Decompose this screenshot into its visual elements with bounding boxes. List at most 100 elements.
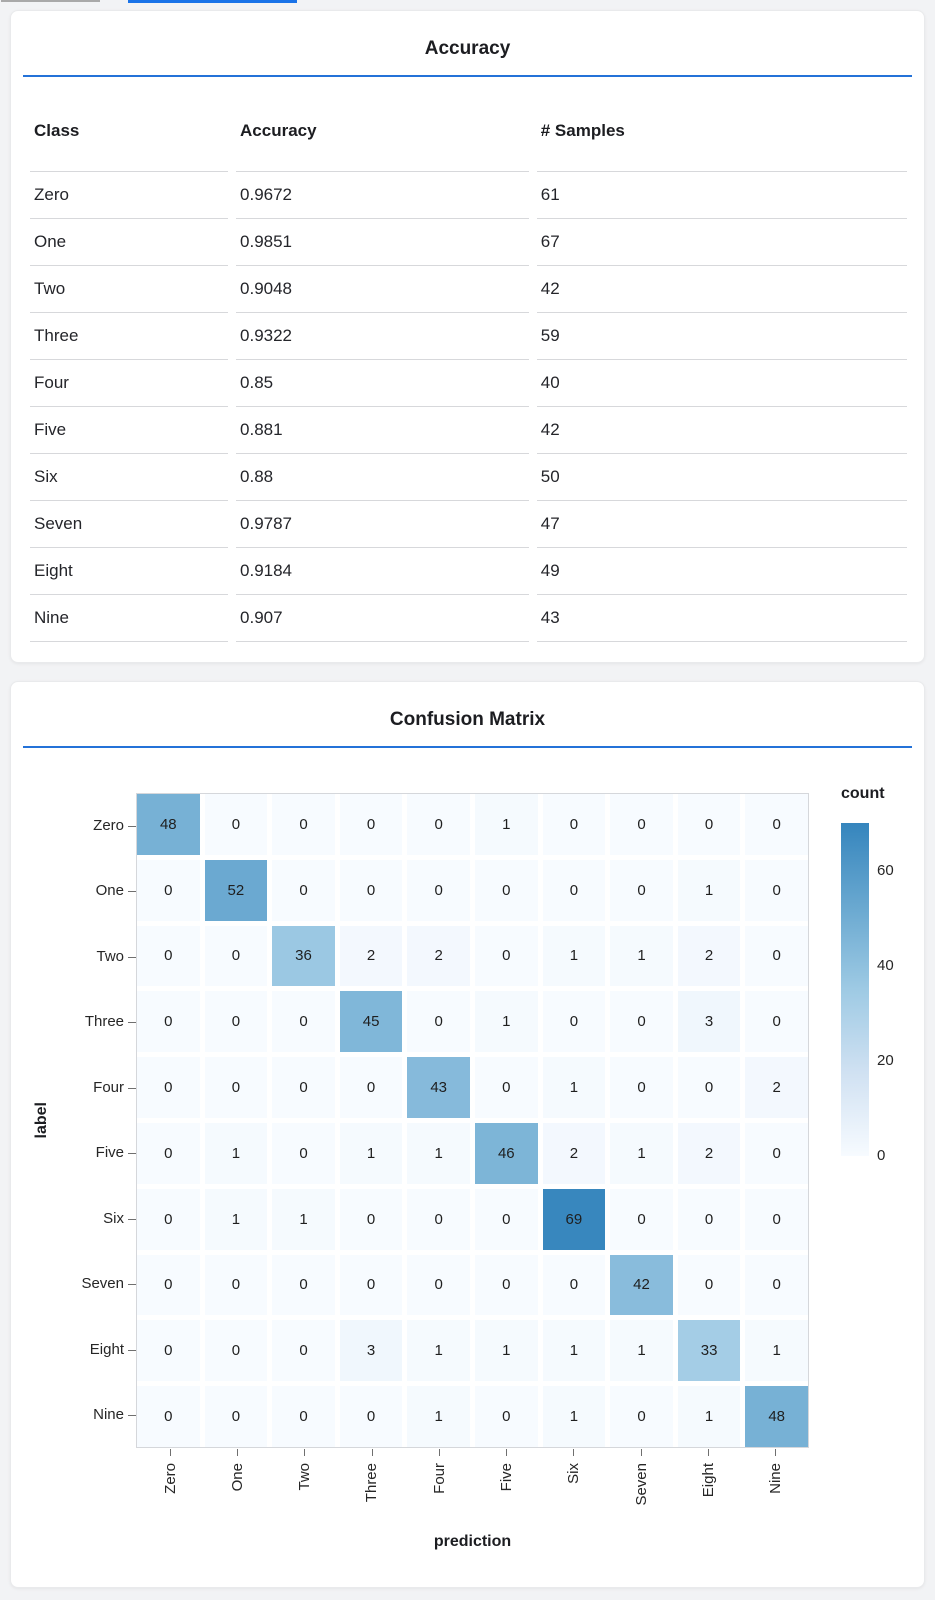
table-cell: Zero: [30, 171, 229, 218]
heatmap-plot-area: 48 0 0 0 0 1 0 0 0 0 0 52 0 0 0 0 0 0 1 0 0 0 36 2 2 0 1 1 2 0 0 0 0 45 0 1…: [136, 793, 809, 1448]
table-cell: 0.907: [236, 594, 529, 642]
heatmap-cell: 0: [204, 1057, 268, 1118]
heatmap-cell: 52: [204, 859, 268, 921]
heatmap-cell: 0: [339, 1254, 403, 1316]
heatmap-cell: 0: [474, 1057, 538, 1118]
heatmap-cell: 0: [272, 859, 335, 921]
heatmap-cell: 0: [272, 794, 335, 855]
heatmap-cell: 0: [745, 1122, 808, 1184]
heatmap-cell: 2: [677, 1122, 741, 1184]
legend-tick-label: 60: [877, 861, 894, 879]
heatmap-cell: 0: [204, 991, 268, 1053]
column-header-samples: # Samples: [540, 121, 625, 140]
heatmap-cell: 1: [407, 1320, 470, 1382]
heatmap-cell: 33: [677, 1320, 741, 1382]
table-cell: Six: [30, 453, 229, 500]
y-axis-tick: [128, 891, 136, 893]
heatmap-cell: 0: [677, 1188, 741, 1250]
x-axis-tick: [371, 1449, 373, 1456]
heatmap-cell: 0: [677, 1057, 741, 1118]
table-cell: Two: [30, 265, 229, 312]
heatmap-cell: 1: [474, 794, 538, 855]
table-cell: 0.881: [236, 406, 529, 453]
table-row: Five 0.881 42: [30, 406, 907, 453]
heatmap-cell: 0: [204, 1386, 268, 1447]
legend-tick-label: 40: [877, 956, 894, 974]
heatmap-cell: 0: [339, 1188, 403, 1250]
table-row: Seven 0.9787 47: [30, 500, 907, 547]
accuracy-table: Class Accuracy # Samples Zero 0.9672 61 One…: [22, 111, 915, 642]
heatmap-cell: 1: [272, 1188, 335, 1250]
heatmap-cell: 0: [339, 1057, 403, 1118]
table-cell: 42: [536, 265, 907, 312]
heatmap-cell: 0: [610, 794, 673, 855]
heatmap-cell: 0: [204, 1320, 268, 1382]
heatmap-cell: 43: [407, 1057, 470, 1118]
heatmap-cell: 1: [542, 925, 606, 987]
heatmap-cell: 1: [474, 1320, 538, 1382]
heatmap-cell: 1: [204, 1188, 268, 1250]
table-cell: 0.9787: [236, 500, 529, 547]
table-row: Eight 0.9184 49: [30, 547, 907, 594]
y-axis-label: Five: [95, 1144, 124, 1162]
heatmap-grid: 48 0 0 0 0 1 0 0 0 0 0 52 0 0 0 0 0 0 1 0 0 0 36 2 2 0 1 1 2 0 0 0 0 45 0 1…: [137, 794, 808, 1447]
x-axis-tick: [640, 1449, 642, 1456]
heatmap-cell: 0: [137, 1386, 200, 1447]
heatmap-cell: 0: [407, 991, 470, 1053]
heatmap-cell: 0: [137, 991, 200, 1053]
x-axis-tick: [304, 1449, 306, 1456]
heatmap-cell: 1: [204, 1122, 268, 1184]
table-row: Four 0.85 40: [30, 359, 907, 406]
heatmap-cell: 0: [137, 1122, 200, 1184]
y-axis-tick: [128, 1415, 136, 1417]
heatmap-cell: 45: [339, 991, 403, 1053]
legend-tick-label: 20: [877, 1051, 894, 1069]
heatmap-cell: 0: [745, 1188, 808, 1250]
heatmap-cell: 0: [610, 1188, 673, 1250]
heatmap-cell: 2: [677, 925, 741, 987]
table-cell: Nine: [30, 594, 229, 642]
heatmap-cell: 0: [474, 1254, 538, 1316]
heatmap-cell: 1: [542, 1320, 606, 1382]
heatmap-cell: 1: [407, 1386, 470, 1447]
legend-title: count: [841, 785, 885, 802]
heatmap-cell: 0: [272, 1386, 335, 1447]
heatmap-cell: 0: [204, 1254, 268, 1316]
column-header-class: Class: [34, 121, 80, 140]
table-cell: 0.9048: [236, 265, 529, 312]
heatmap-cell: 0: [339, 859, 403, 921]
table-cell: 43: [536, 594, 907, 642]
heatmap-cell: 0: [204, 794, 268, 855]
accuracy-title-rule: [23, 75, 912, 77]
heatmap-cell: 0: [272, 991, 335, 1053]
y-axis-label: Seven: [81, 1275, 124, 1293]
heatmap-cell: 0: [677, 1254, 741, 1316]
heatmap-cell: 69: [542, 1188, 606, 1250]
heatmap-cell: 1: [677, 1386, 741, 1447]
heatmap-cell: 0: [339, 794, 403, 855]
heatmap-cell: 1: [474, 991, 538, 1053]
heatmap-cell: 0: [407, 1188, 470, 1250]
y-axis-label: Four: [93, 1078, 124, 1096]
heatmap-cell: 1: [677, 859, 741, 921]
table-cell: 0.9672: [236, 171, 529, 218]
y-axis-tick: [128, 1284, 136, 1286]
y-axis-tick: [128, 1218, 136, 1220]
heatmap-cell: 0: [745, 991, 808, 1053]
table-cell: 49: [536, 547, 907, 594]
table-cell: 59: [536, 312, 907, 359]
heatmap-cell: 0: [272, 1320, 335, 1382]
heatmap-cell: 1: [610, 1122, 673, 1184]
heatmap-cell: 3: [339, 1320, 403, 1382]
heatmap-cell: 48: [137, 794, 200, 855]
confusion-title-rule: [23, 746, 912, 748]
y-axis-tick: [128, 825, 136, 827]
accuracy-card-title: Accuracy: [424, 38, 511, 59]
x-axis-tick: [438, 1449, 440, 1456]
table-row: Nine 0.907 43: [30, 594, 907, 642]
table-header-row: Class Accuracy # Samples: [30, 111, 907, 171]
heatmap-cell: 2: [339, 925, 403, 987]
table-cell: Eight: [30, 547, 229, 594]
heatmap-cell: 0: [542, 794, 606, 855]
heatmap-cell: 1: [610, 1320, 673, 1382]
